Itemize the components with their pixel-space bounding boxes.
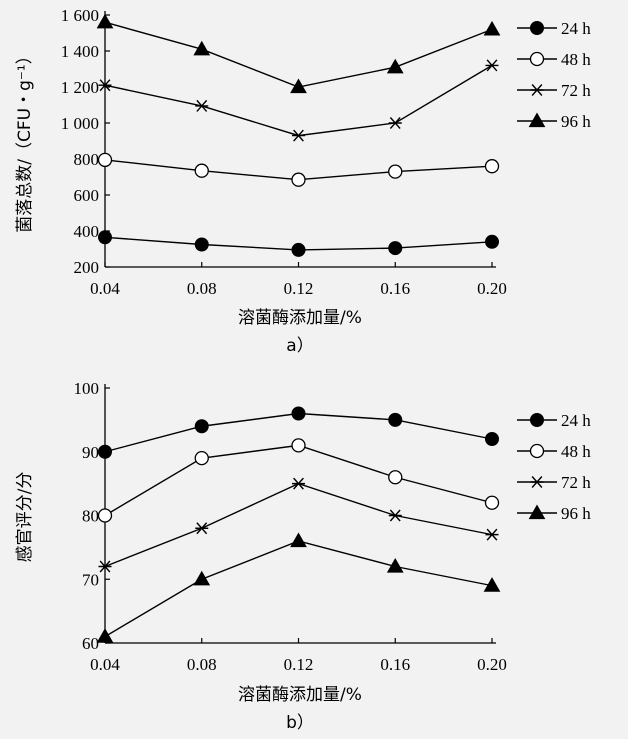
- chart-a-series-72h-line: [104, 64, 493, 137]
- chart-b-series-48h-point: [291, 438, 306, 453]
- chart-b-y-tick-label: 100: [74, 379, 100, 398]
- chart-b-series-72h-line: [104, 482, 493, 568]
- chart-a-y-tick-label: 1 000: [61, 114, 99, 133]
- chart-b-y-tick-label: 70: [82, 570, 99, 589]
- chart-a-series-24h-point: [291, 242, 306, 257]
- chart-a-legend-marker-24h: [530, 21, 544, 35]
- chart-b-series-24h-point: [98, 444, 112, 459]
- chart-a-y-tick-label: 400: [74, 222, 100, 241]
- chart-b-y-tick-label: 60: [82, 634, 99, 653]
- chart-b-x-tick-label: 0.16: [380, 655, 410, 674]
- chart-a-legend-label-48h: 48 h: [561, 50, 591, 69]
- chart-b-ylabel: 感官评分/分: [15, 472, 35, 563]
- chart-b-legend-label-96h: 96 h: [561, 504, 591, 523]
- chart-b: 0.04 0.08 0.12 0.16 0.20 60 70 80 90 100 24 h 48 h 7…: [15, 379, 591, 733]
- chart-a-x-tick-label: 0.20: [477, 279, 507, 298]
- chart-a-legend-label-96h: 96 h: [561, 112, 591, 131]
- chart-b-series-24h-point: [485, 432, 499, 446]
- chart-a-ylabel: 菌落总数/（CFU・g⁻¹）: [15, 47, 35, 232]
- chart-a-series-72h-point: [292, 129, 305, 142]
- chart-a-legend-label-72h: 72 h: [561, 81, 591, 100]
- chart-b-series-96h-point: [290, 532, 307, 548]
- chart-a-series-24h-point: [485, 234, 499, 249]
- chart-a-series-96h-point: [193, 40, 211, 56]
- chart-b-series-24h-point: [388, 412, 403, 427]
- chart-b-x-tick-label: 0.12: [284, 655, 314, 674]
- chart-a-caption: a）: [286, 336, 313, 356]
- chart-b-series-96h-point: [96, 628, 114, 643]
- chart-b-y-tick-label: 80: [82, 507, 99, 526]
- chart-a-series-48h-point: [388, 164, 403, 179]
- chart-a-series-48h-point: [291, 172, 306, 187]
- chart-a-x-tick-label: 0.16: [380, 279, 410, 298]
- chart-b-series-48h-point: [388, 470, 403, 485]
- chart-b-series-48h-point: [97, 508, 113, 523]
- chart-a-series-24h-point: [388, 241, 403, 256]
- chart-b-y-tick-label: 90: [82, 443, 99, 462]
- chart-a-y-tick-label: 1 200: [61, 78, 99, 97]
- chart-a-y-tick-label: 800: [74, 150, 100, 169]
- chart-b-legend-marker-24h: [530, 413, 544, 427]
- chart-a-y-tick-label: 200: [74, 258, 100, 277]
- chart-b-x-tick-label: 0.20: [477, 655, 507, 674]
- chart-b-series-96h-point: [483, 577, 501, 592]
- chart-a-legend-label-24h: 24 h: [561, 19, 591, 38]
- chart-a-x-tick-label: 0.12: [284, 279, 314, 298]
- chart-a-y-tick-label: 1 400: [61, 42, 99, 61]
- chart-b-series-48h-line: [104, 444, 493, 517]
- chart-b-legend-marker-48h: [529, 443, 545, 459]
- chart-b-series-48h-point: [484, 495, 500, 510]
- chart-b-legend-label-24h: 24 h: [561, 411, 591, 430]
- chart-b-marks: 0.04 0.08 0.12 0.16 0.20 60 70 80 90 100 24 h 48 h 7…: [74, 379, 592, 674]
- chart-a-series-72h-point: [388, 117, 402, 129]
- chart-a-legend-marker-96h: [528, 112, 546, 128]
- chart-a-series-96h-point: [483, 20, 501, 36]
- chart-a-series-24h-point: [98, 230, 112, 245]
- chart-b-series-72h-point: [485, 528, 499, 541]
- chart-b-series-72h-point: [98, 560, 112, 573]
- chart-a-legend-marker-48h: [529, 51, 545, 67]
- chart-b-series-72h-point: [388, 509, 402, 522]
- chart-b-series-72h-point: [292, 477, 305, 490]
- chart-b-caption: b）: [286, 713, 314, 733]
- chart-a-series-72h-point: [485, 59, 499, 72]
- chart-a-series-96h-point: [290, 78, 307, 94]
- chart-a-xlabel: 溶菌酶添加量/%: [238, 308, 362, 328]
- chart-b-series-96h-point: [193, 570, 211, 586]
- chart-b-legend-label-72h: 72 h: [561, 473, 591, 492]
- chart-b-xlabel: 溶菌酶添加量/%: [238, 685, 362, 705]
- chart-b-x-tick-label: 0.04: [90, 655, 120, 674]
- chart-a-marks: 0.04 0.08 0.12 0.16 0.20 200 400 600 800 1 000 1 2…: [61, 6, 592, 298]
- chart-b-series-96h-line: [104, 540, 493, 638]
- chart-b-series-48h-point: [194, 450, 209, 466]
- chart-b-x-tick-label: 0.08: [187, 655, 217, 674]
- chart-a-series-48h-point: [97, 152, 113, 168]
- chart-a: 0.04 0.08 0.12 0.16 0.20 200 400 600 800 1 000 1 2…: [15, 6, 591, 356]
- chart-a-series-72h-point: [98, 79, 112, 92]
- chart-a-series-72h-point: [195, 99, 209, 112]
- chart-b-series-72h-point: [195, 522, 209, 535]
- chart-b-series-24h-point: [291, 406, 306, 421]
- chart-a-x-tick-label: 0.04: [90, 279, 120, 298]
- chart-b-series-96h-point: [386, 557, 404, 573]
- chart-a-series-96h-point: [96, 13, 114, 29]
- chart-a-series-24h-point: [194, 237, 209, 252]
- chart-a-series-96h-line: [104, 21, 493, 88]
- chart-a-series-96h-point: [386, 58, 404, 74]
- chart-a-x-tick-label: 0.08: [187, 279, 217, 298]
- chart-b-legend-label-48h: 48 h: [561, 442, 591, 461]
- chart-b-legend-marker-96h: [528, 504, 546, 520]
- chart-a-series-48h-point: [194, 163, 209, 178]
- chart-a-series-48h-point: [484, 159, 500, 174]
- chart-b-series-24h-point: [194, 419, 209, 434]
- chart-b-legend-marker-72h: [530, 476, 544, 488]
- chart-a-legend-marker-72h: [530, 84, 544, 96]
- chart-a-y-tick-label: 1 600: [61, 6, 99, 25]
- chart-a-y-tick-label: 600: [74, 186, 100, 205]
